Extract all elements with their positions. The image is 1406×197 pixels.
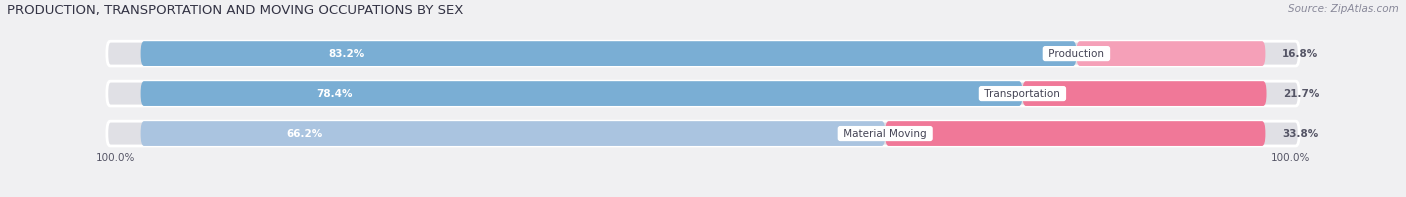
Text: 83.2%: 83.2% xyxy=(329,49,364,59)
Text: 33.8%: 33.8% xyxy=(1282,129,1319,138)
FancyBboxPatch shape xyxy=(141,41,1077,66)
Text: Production: Production xyxy=(1045,49,1108,59)
Text: Transportation: Transportation xyxy=(981,89,1063,98)
Text: 100.0%: 100.0% xyxy=(1271,153,1310,163)
Text: PRODUCTION, TRANSPORTATION AND MOVING OCCUPATIONS BY SEX: PRODUCTION, TRANSPORTATION AND MOVING OC… xyxy=(7,4,464,17)
Text: 100.0%: 100.0% xyxy=(96,153,135,163)
FancyBboxPatch shape xyxy=(886,121,1265,146)
Text: 78.4%: 78.4% xyxy=(316,89,353,98)
Text: Material Moving: Material Moving xyxy=(841,129,931,138)
FancyBboxPatch shape xyxy=(107,41,1299,66)
FancyBboxPatch shape xyxy=(107,81,1299,106)
FancyBboxPatch shape xyxy=(141,81,1022,106)
Text: 66.2%: 66.2% xyxy=(287,129,322,138)
FancyBboxPatch shape xyxy=(107,121,1299,146)
FancyBboxPatch shape xyxy=(1077,41,1265,66)
FancyBboxPatch shape xyxy=(1022,81,1267,106)
Text: 21.7%: 21.7% xyxy=(1284,89,1320,98)
FancyBboxPatch shape xyxy=(141,121,886,146)
Text: 16.8%: 16.8% xyxy=(1282,49,1319,59)
Text: Source: ZipAtlas.com: Source: ZipAtlas.com xyxy=(1288,4,1399,14)
